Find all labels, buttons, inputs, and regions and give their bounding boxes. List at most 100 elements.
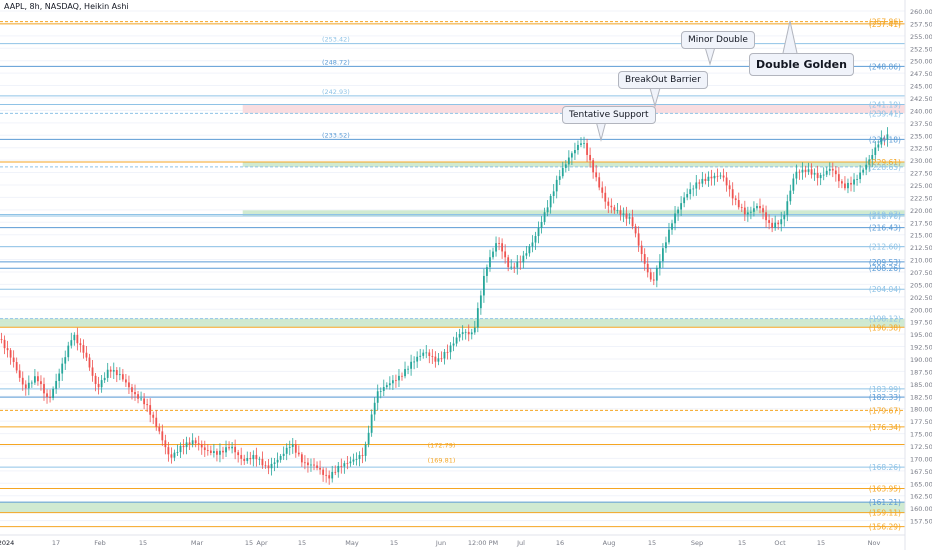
candle-body bbox=[807, 169, 810, 172]
y-tick-label: 167.50 bbox=[910, 468, 932, 476]
candle-body bbox=[106, 369, 109, 378]
candle-body bbox=[282, 453, 285, 456]
x-tick-label: Sep bbox=[691, 539, 703, 547]
candle-body bbox=[322, 469, 325, 475]
candle-body bbox=[516, 261, 519, 268]
candle-body bbox=[452, 343, 455, 346]
level-label: (219.07) bbox=[869, 210, 901, 219]
candle-body bbox=[170, 454, 173, 458]
candle-body bbox=[534, 236, 537, 243]
candle-body bbox=[149, 405, 152, 415]
y-tick-label: 240.00 bbox=[910, 107, 932, 115]
candle-body bbox=[683, 197, 686, 204]
candle-body bbox=[188, 442, 191, 445]
y-tick-label: 197.50 bbox=[910, 319, 932, 327]
candle-body bbox=[631, 217, 634, 227]
zone-band bbox=[242, 210, 906, 217]
callout-double-golden[interactable]: Double Golden bbox=[749, 53, 854, 76]
y-tick-label: 192.50 bbox=[910, 344, 932, 352]
candle-body bbox=[206, 450, 209, 451]
candle-body bbox=[877, 144, 880, 148]
candle-body bbox=[276, 459, 279, 463]
candle-body bbox=[425, 352, 428, 354]
candle-body bbox=[216, 451, 218, 455]
candle-body bbox=[710, 176, 713, 179]
y-tick-label: 172.50 bbox=[910, 443, 932, 451]
candle-body bbox=[182, 445, 185, 448]
candle-body bbox=[874, 147, 877, 155]
candle-body bbox=[483, 275, 485, 296]
candle-body bbox=[674, 213, 676, 224]
candle-body bbox=[343, 463, 346, 467]
candle-body bbox=[880, 137, 883, 145]
candle-body bbox=[822, 174, 825, 176]
candle-body bbox=[134, 392, 136, 395]
candle-body bbox=[164, 440, 167, 448]
candle-body bbox=[689, 189, 692, 195]
candle-body bbox=[379, 390, 382, 392]
callout-breakout-barrier[interactable]: BreakOut Barrier bbox=[618, 71, 708, 89]
candle-body bbox=[816, 173, 819, 179]
candle-body bbox=[828, 168, 831, 171]
candle-body bbox=[285, 447, 288, 454]
candle-body bbox=[658, 261, 661, 269]
candle-body bbox=[701, 178, 704, 184]
candle-body bbox=[419, 355, 422, 357]
x-tick-label: Mar bbox=[191, 539, 204, 547]
candle-body bbox=[677, 209, 679, 214]
level-label: (179.67) bbox=[869, 406, 901, 415]
candle-body bbox=[561, 167, 564, 177]
candle-body bbox=[173, 452, 176, 458]
candle-body bbox=[543, 212, 546, 222]
candle-body bbox=[361, 455, 364, 456]
y-tick-label: 245.00 bbox=[910, 83, 932, 91]
candle-body bbox=[753, 208, 755, 212]
candle-body bbox=[686, 194, 689, 198]
candle-body bbox=[79, 343, 82, 346]
candle-body bbox=[662, 248, 664, 262]
candle-body bbox=[810, 169, 813, 175]
y-tick-label: 162.50 bbox=[910, 493, 932, 501]
candle-body bbox=[212, 451, 215, 453]
candle-body bbox=[252, 454, 255, 460]
callout-pointer bbox=[595, 120, 607, 142]
candle-body bbox=[762, 208, 764, 213]
candle-body bbox=[316, 465, 318, 468]
candle-body bbox=[9, 350, 12, 358]
y-tick-label: 230.00 bbox=[910, 157, 932, 165]
y-tick-label: 260.00 bbox=[910, 8, 932, 16]
candle-body bbox=[288, 446, 291, 448]
candle-body bbox=[388, 383, 391, 386]
candle-body bbox=[115, 370, 118, 376]
candle-body bbox=[637, 233, 640, 246]
time-axis: 202417Feb15Mar15Apr15May15Jun12:00 PMJul… bbox=[0, 534, 905, 547]
candle-body bbox=[473, 327, 476, 333]
candle-body bbox=[43, 384, 45, 394]
candle-body bbox=[55, 380, 58, 389]
candle-body bbox=[580, 143, 582, 145]
candle-body bbox=[70, 340, 73, 346]
candle-body bbox=[467, 331, 470, 335]
left-labels-layer: (257.86)(257.41) (253.42) (248.86) (248.72)… bbox=[322, 18, 901, 532]
y-tick-label: 187.50 bbox=[910, 368, 932, 376]
y-tick-label: 170.00 bbox=[910, 455, 932, 463]
candle-body bbox=[18, 370, 21, 378]
candle-body bbox=[446, 351, 449, 353]
level-label: (163.95) bbox=[869, 485, 901, 494]
x-tick-label: 15 bbox=[245, 539, 253, 547]
candle-body bbox=[634, 226, 637, 234]
candle-body bbox=[655, 268, 658, 281]
callout-tentative-support[interactable]: Tentative Support bbox=[562, 106, 656, 124]
candle-body bbox=[395, 380, 397, 382]
candle-body bbox=[12, 357, 15, 363]
candle-body bbox=[234, 446, 237, 453]
candle-body bbox=[146, 404, 149, 406]
callout-minor-double[interactable]: Minor Double bbox=[681, 31, 755, 49]
level-label: (209.53) bbox=[869, 258, 901, 267]
candle-body bbox=[91, 367, 94, 376]
x-tick-label: 2024 bbox=[0, 539, 14, 547]
callout-pointer bbox=[782, 20, 798, 54]
y-tick-label: 237.50 bbox=[910, 120, 932, 128]
y-tick-label: 190.00 bbox=[910, 356, 932, 364]
